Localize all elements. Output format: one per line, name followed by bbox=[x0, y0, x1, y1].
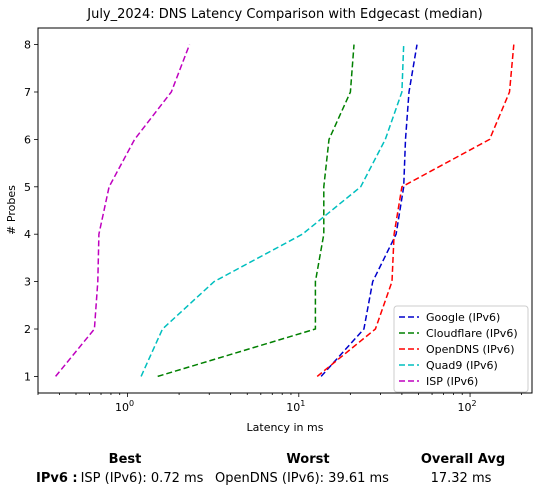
legend-label: Quad9 (IPv6) bbox=[426, 359, 498, 372]
plot-area bbox=[37, 27, 533, 394]
chart-title: July_2024: DNS Latency Comparison with E… bbox=[86, 7, 483, 22]
series-line-0 bbox=[320, 44, 418, 377]
worst-value: OpenDNS (IPv6): 39.61 ms bbox=[215, 471, 389, 486]
x-tick-label: 101 bbox=[286, 399, 305, 414]
y-tick-label: 6 bbox=[24, 133, 31, 146]
legend-label: ISP (IPv6) bbox=[426, 375, 478, 388]
y-tick-label: 7 bbox=[24, 86, 31, 99]
best-value: ISP (IPv6): 0.72 ms bbox=[80, 471, 204, 486]
x-tick-label: 100 bbox=[115, 399, 134, 414]
x-axis-label: Latency in ms bbox=[247, 421, 324, 434]
legend-box bbox=[393, 305, 529, 393]
series-line-2 bbox=[316, 44, 515, 377]
legend-label: Cloudflare (IPv6) bbox=[426, 327, 518, 340]
x-axis: 100 101 102 bbox=[37, 393, 523, 414]
legend-label: Google (IPv6) bbox=[426, 311, 500, 324]
y-tick-label: 2 bbox=[24, 323, 31, 336]
legend: Google (IPv6) Cloudflare (IPv6) OpenDNS (I… bbox=[393, 305, 529, 393]
x-tick-label: 102 bbox=[458, 399, 477, 414]
y-tick-label: 4 bbox=[24, 228, 31, 241]
series-line-4 bbox=[55, 44, 191, 377]
best-header: Best bbox=[108, 452, 142, 467]
overall-avg-value: 17.32 ms bbox=[430, 471, 492, 486]
y-axis-label: # Probes bbox=[5, 185, 18, 235]
overall-avg-header: Overall Avg bbox=[420, 452, 506, 467]
y-tick-label: 8 bbox=[24, 39, 31, 52]
series-line-3 bbox=[140, 44, 405, 377]
series-line-1 bbox=[157, 44, 355, 378]
y-tick-label: 1 bbox=[24, 370, 31, 383]
legend-label: OpenDNS (IPv6) bbox=[426, 343, 515, 356]
y-tick-label: 5 bbox=[24, 181, 31, 194]
series-layer bbox=[55, 44, 515, 378]
ipv6-row-label: IPv6 : bbox=[36, 471, 78, 486]
y-tick-label: 3 bbox=[24, 276, 31, 289]
worst-header: Worst bbox=[286, 452, 330, 467]
y-axis: 1 2 3 4 5 6 7 8 bbox=[24, 39, 38, 383]
